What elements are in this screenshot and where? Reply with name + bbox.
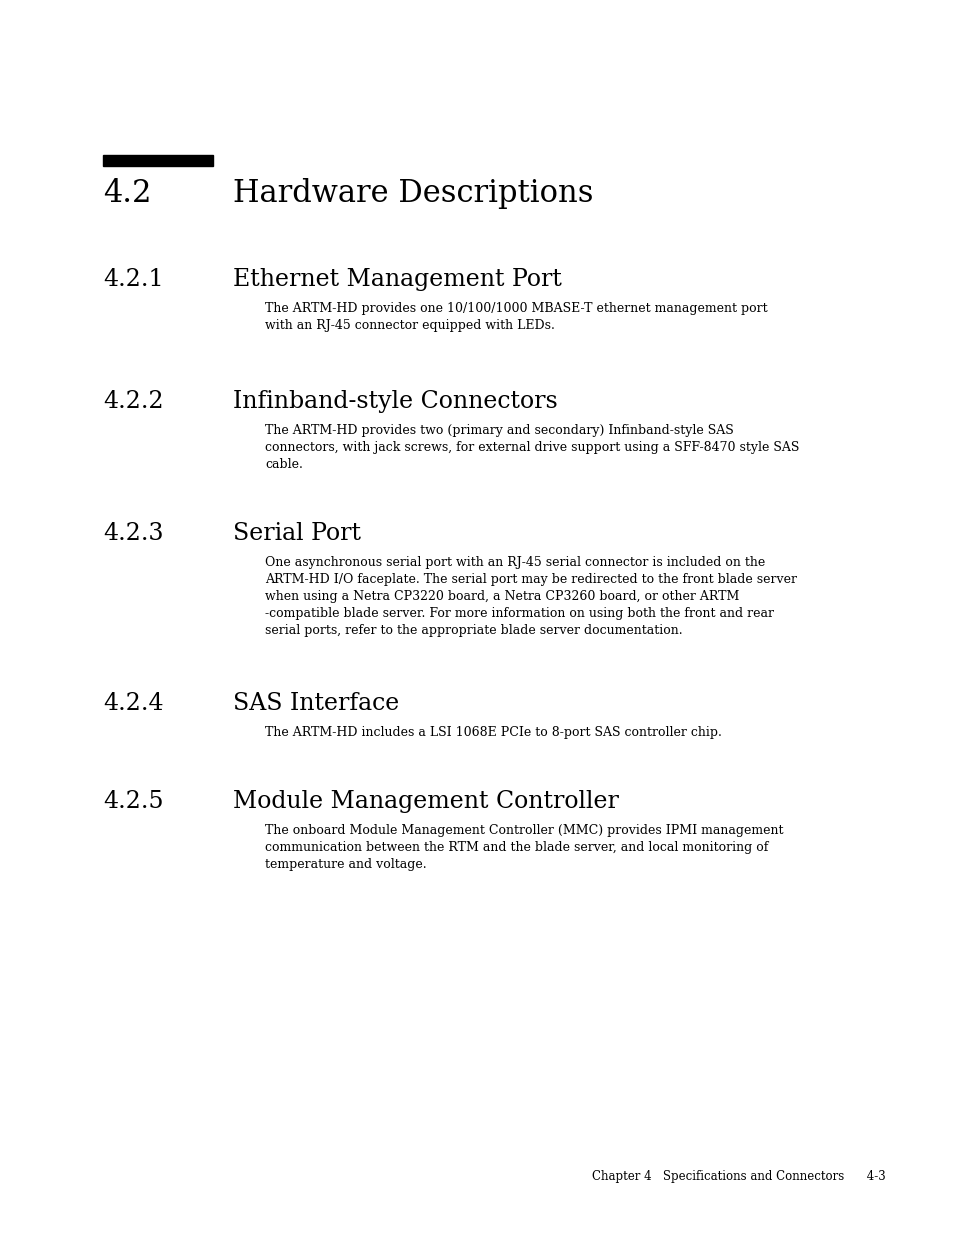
Text: The onboard Module Management Controller (MMC) provides IPMI management
communic: The onboard Module Management Controller…	[265, 824, 782, 871]
Text: Serial Port: Serial Port	[233, 522, 360, 545]
Text: SAS Interface: SAS Interface	[233, 692, 399, 715]
Text: Infinband-style Connectors: Infinband-style Connectors	[233, 390, 558, 412]
Text: Chapter 4   Specifications and Connectors      4-3: Chapter 4 Specifications and Connectors …	[592, 1170, 884, 1183]
Text: The ARTM-HD includes a LSI 1068E PCIe to 8-port SAS controller chip.: The ARTM-HD includes a LSI 1068E PCIe to…	[265, 726, 721, 739]
Text: Ethernet Management Port: Ethernet Management Port	[233, 268, 561, 291]
Text: 4.2.3: 4.2.3	[103, 522, 163, 545]
Text: 4.2.5: 4.2.5	[103, 790, 163, 813]
Text: Module Management Controller: Module Management Controller	[233, 790, 618, 813]
Text: The ARTM-HD provides two (primary and secondary) Infinband-style SAS
connectors,: The ARTM-HD provides two (primary and se…	[265, 424, 799, 471]
Text: 4.2: 4.2	[103, 178, 152, 209]
Bar	[103, 156, 213, 165]
Text: 4.2.1: 4.2.1	[103, 268, 164, 291]
Text: 4.2.4: 4.2.4	[103, 692, 164, 715]
Text: One asynchronous serial port with an RJ-45 serial connector is included on the
A: One asynchronous serial port with an RJ-…	[265, 556, 796, 637]
Text: 4.2.2: 4.2.2	[103, 390, 164, 412]
Text: The ARTM-HD provides one 10/100/1000 MBASE-T ethernet management port
with an RJ: The ARTM-HD provides one 10/100/1000 MBA…	[265, 303, 767, 332]
Text: Hardware Descriptions: Hardware Descriptions	[233, 178, 593, 209]
